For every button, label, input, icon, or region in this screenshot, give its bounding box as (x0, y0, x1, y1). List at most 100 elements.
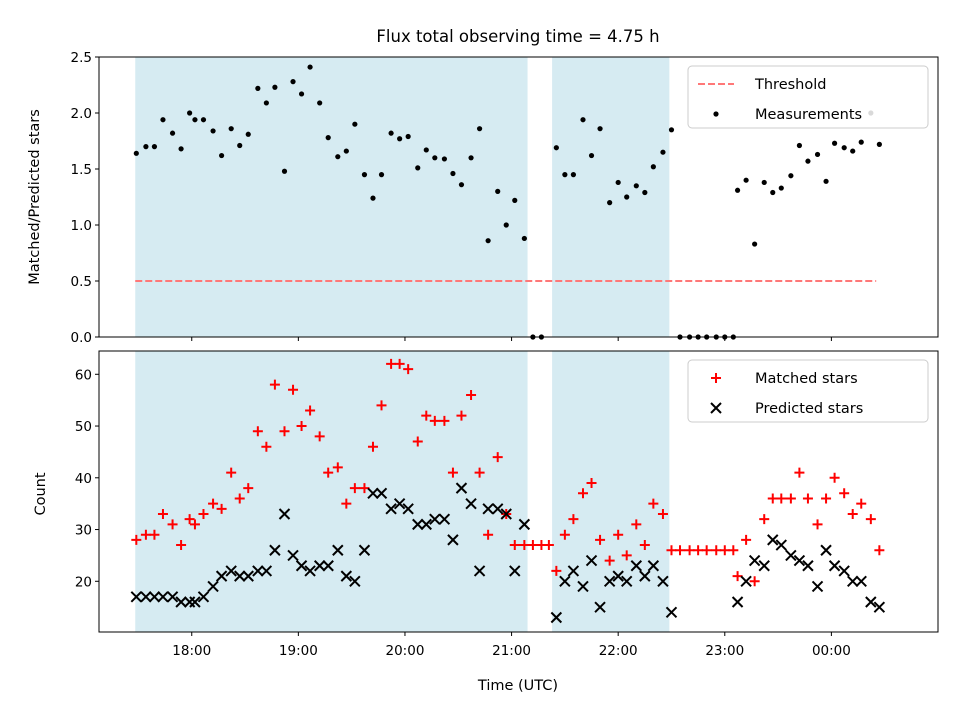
bottom-predicted-stars-point (340, 570, 353, 582)
bottom-matched-stars-point (874, 545, 885, 556)
top-measurements-point (805, 158, 811, 164)
bottom-matched-stars-point (719, 545, 730, 556)
bottom-matched-stars-point (403, 364, 414, 375)
bottom-predicted-stars-point (657, 575, 669, 587)
top-measurements-point (160, 117, 166, 123)
bottom-predicted-stars-point (838, 565, 850, 577)
bottom-matched-stars-point (749, 576, 760, 587)
bottom-predicted-stars-point (492, 503, 504, 515)
top-measurements-point (361, 172, 368, 178)
top-shaded-interval-1 (552, 57, 670, 337)
bottom-predicted-stars-point (332, 544, 344, 556)
bottom-matched-stars-point (675, 545, 686, 556)
bottom-matched-stars-point (474, 467, 485, 478)
bottom-predicted-stars-point (313, 560, 326, 572)
top-measurements-point (761, 179, 767, 186)
bottom-y-axis-label: Count (33, 472, 49, 515)
top-measurements-point (290, 79, 296, 85)
top-measurements-point (133, 150, 139, 156)
bottom-predicted-stars-point (412, 518, 424, 531)
bottom-predicted-stars-point (260, 565, 273, 577)
bottom-matched-stars-point (711, 545, 722, 556)
bottom-predicted-stars-point (438, 513, 451, 525)
bottom-matched-stars-point (794, 467, 805, 478)
top-measurements-point (650, 164, 656, 170)
top-measurements-point (633, 183, 639, 189)
top-measurements-point (281, 168, 288, 174)
top-measurements-point (263, 100, 269, 106)
top-measurements-point (210, 128, 216, 134)
bottom-predicted-stars-point (278, 508, 291, 520)
bottom-predicted-stars-point (811, 580, 824, 593)
bottom-x-tick-label: 20:00 (386, 643, 425, 659)
bottom-matched-stars-point (367, 441, 378, 452)
top-measurements-point (823, 178, 829, 184)
bottom-predicted-stars-point (585, 554, 598, 567)
bottom-predicted-stars-point (594, 601, 606, 613)
bottom-matched-stars-point (509, 540, 520, 551)
bottom-matched-stars-point (559, 529, 570, 540)
top-measurements-point (388, 130, 394, 136)
bottom-predicted-stars-point (748, 554, 761, 567)
bottom-matched-stars-point (314, 431, 325, 442)
bottom-predicted-stars-point (175, 596, 187, 608)
bottom-matched-stars-point (483, 529, 494, 540)
bottom-x-tick-label: 18:00 (172, 643, 211, 659)
bottom-predicted-stars-point (393, 497, 406, 510)
top-y-tick-label: 0.0 (71, 330, 92, 346)
top-legend-box (687, 65, 929, 129)
top-measurements-point (495, 188, 501, 194)
top-legend-handle-measurements (713, 111, 719, 117)
top-measurements-point (788, 173, 794, 179)
bottom-predicted-stars-point (157, 591, 169, 603)
bottom-predicted-stars-point (603, 575, 616, 587)
bottom-matched-stars-point (527, 540, 538, 551)
bottom-matched-stars-point (802, 493, 813, 504)
top-measurements-point (415, 165, 421, 171)
top-measurements-point (778, 185, 784, 191)
top-legend-label: Threshold (754, 77, 826, 93)
bottom-matched-stars-point (157, 509, 168, 520)
bottom-matched-stars-point (216, 503, 227, 514)
bottom-y-tick-label: 50 (75, 419, 92, 435)
bottom-matched-stars-point (543, 540, 554, 551)
bottom-predicted-stars-point (234, 570, 246, 582)
bottom-matched-stars-point (359, 483, 370, 494)
top-panel: 0.0 0.5 1.0 1.5 2.0 2.5 Threshold Measurements (71, 50, 939, 346)
bottom-predicted-stars-point (559, 575, 571, 587)
top-measurements-point (169, 130, 176, 136)
bottom-matched-stars-point (394, 358, 405, 369)
bottom-matched-stars-point (586, 477, 597, 488)
bottom-matched-stars-point (252, 426, 263, 437)
bottom-predicted-stars-point (855, 575, 867, 587)
bottom-matched-stars-point (648, 498, 659, 509)
top-measurements-point (272, 84, 278, 90)
bottom-matched-stars-point (140, 529, 151, 540)
top-measurements-point (503, 222, 509, 228)
bottom-matched-stars-point (288, 384, 299, 395)
top-measurements-point (218, 152, 225, 159)
bottom-predicted-stars-point (225, 565, 237, 577)
bottom-matched-stars-point (639, 540, 650, 551)
bottom-predicted-stars-point (482, 503, 494, 515)
top-measurements-point (743, 177, 749, 183)
bottom-predicted-stars-point (358, 544, 371, 556)
top-measurements-point (570, 172, 577, 178)
top-measurements-point (485, 238, 491, 244)
top-y-axis-label: Matched/Predicted stars (27, 109, 43, 285)
bottom-predicted-stars-point (385, 503, 397, 515)
bottom-legend-box (687, 359, 929, 423)
top-measurements-point (441, 156, 448, 162)
bottom-matched-stars-point (732, 571, 743, 582)
top-axes-frame (98, 56, 939, 338)
bottom-matched-stars-point (759, 514, 770, 525)
bottom-x-tick-label: 00:00 (812, 643, 851, 659)
top-shaded-interval-0 (135, 57, 528, 337)
bottom-predicted-stars-point (758, 560, 770, 572)
bottom-predicted-stars-point (242, 570, 254, 582)
top-measurements-point (352, 121, 358, 127)
bottom-matched-stars-point (189, 519, 200, 530)
top-measurements-point (200, 117, 207, 123)
bottom-predicted-stars-point (375, 487, 388, 500)
